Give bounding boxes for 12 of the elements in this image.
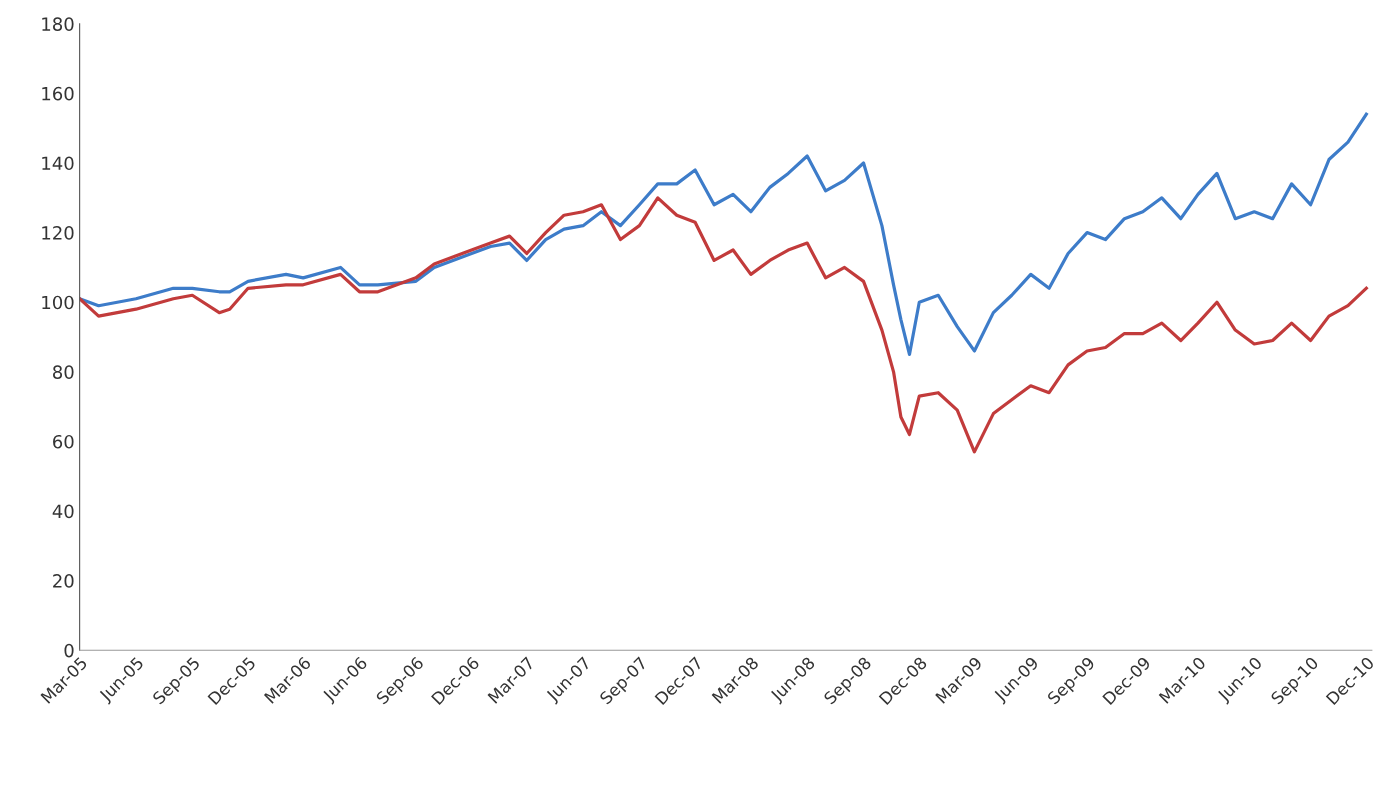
line-series: [79, 112, 1368, 357]
y-tick-label: 60: [53, 434, 74, 449]
y-tick-label: 20: [53, 574, 74, 588]
y-tick-label: 100: [42, 295, 74, 310]
y-tick-label: 0: [64, 643, 74, 658]
y-tick-label: 180: [42, 17, 74, 31]
y-tick-label: 80: [53, 365, 74, 379]
y-tick-label: 160: [42, 86, 74, 101]
y-tick-label: 40: [52, 504, 74, 519]
y-tick-label: 140: [42, 156, 74, 171]
line-series: [79, 196, 1368, 454]
y-tick-label: 120: [42, 226, 74, 240]
